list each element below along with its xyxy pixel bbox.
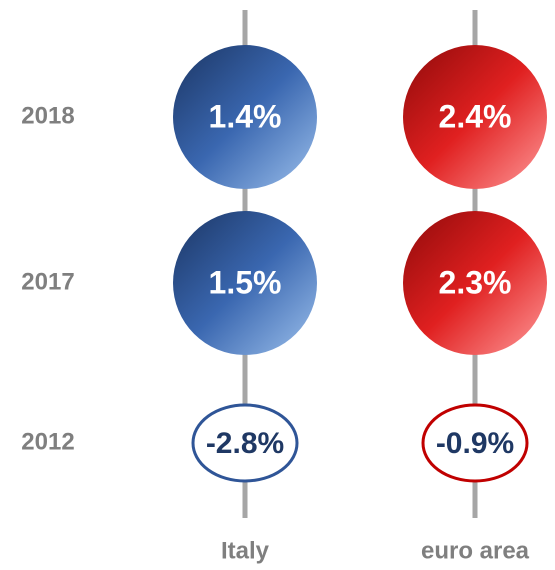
- value-label: 2.4%: [439, 98, 512, 134]
- bubble-outline: [191, 403, 299, 483]
- value-label: 1.4%: [209, 98, 282, 134]
- row-label: 2018: [21, 102, 74, 129]
- column-label: euro area: [421, 537, 530, 564]
- row-label: 2012: [21, 428, 74, 455]
- bubble: [403, 45, 547, 189]
- value-label: -0.9%: [436, 427, 514, 460]
- value-label: -2.8%: [206, 427, 284, 460]
- value-label: 2.3%: [439, 264, 512, 300]
- value-label: 1.5%: [209, 264, 282, 300]
- row-label: 2017: [21, 268, 74, 295]
- bubble: [173, 211, 317, 355]
- column-label: Italy: [221, 537, 270, 564]
- bubble-outline: [421, 403, 529, 483]
- bubble: [403, 211, 547, 355]
- bubble: [173, 45, 317, 189]
